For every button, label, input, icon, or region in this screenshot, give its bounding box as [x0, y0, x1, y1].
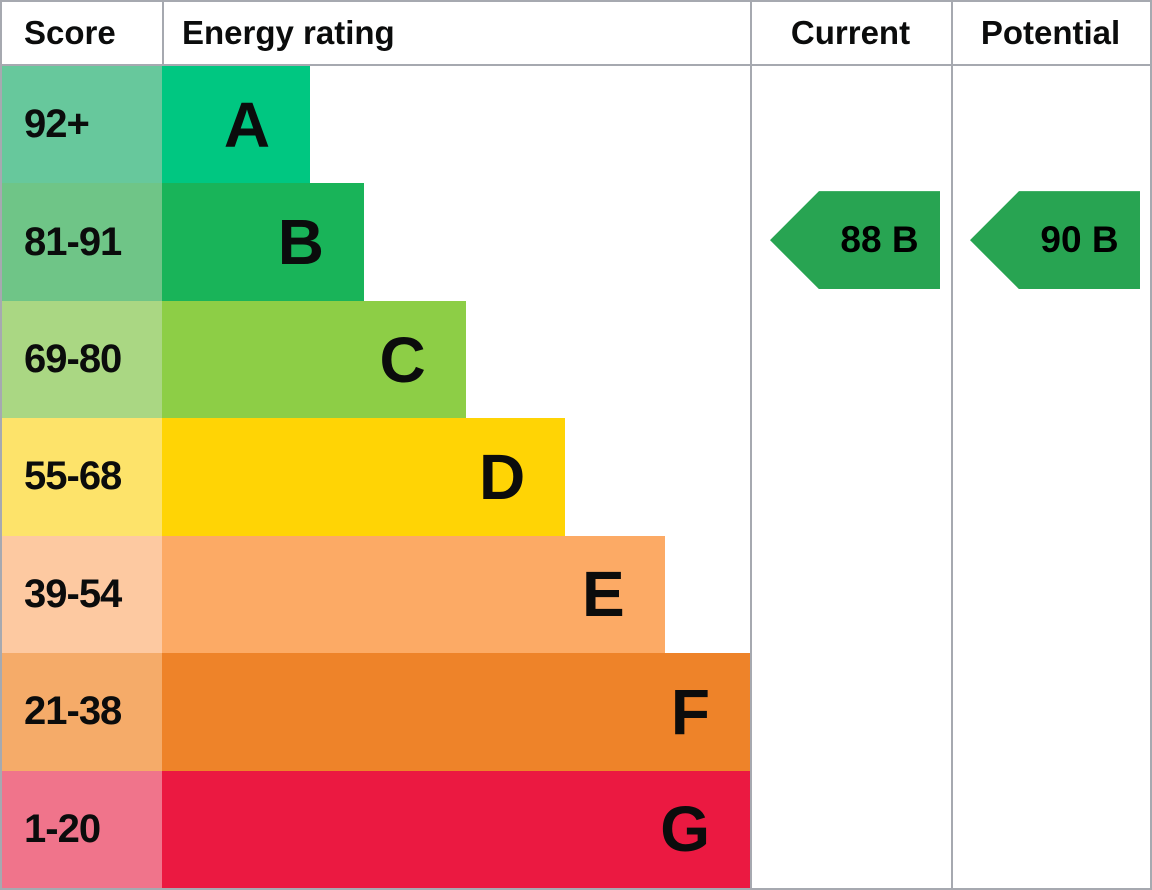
band-bar-c: C: [162, 300, 466, 419]
current-rating-label: 88 B: [840, 219, 919, 261]
header-divider: [2, 64, 1150, 66]
chart-header: Score Energy rating Current Potential: [2, 2, 1150, 64]
score-range-b: 81-91: [2, 183, 162, 301]
score-range-e: 39-54: [2, 535, 162, 654]
energy-rating-column-header: Energy rating: [182, 14, 395, 51]
band-row-f: 21-38 F: [2, 653, 750, 771]
current-rating-arrow: 88 B: [770, 191, 940, 290]
band-row-e: 39-54 E: [2, 535, 750, 654]
score-range-c: 69-80: [2, 300, 162, 419]
current-column-header: Current: [790, 14, 911, 51]
band-bar-d: D: [162, 418, 566, 536]
score-range-g: 1-20: [2, 770, 162, 888]
score-range-a: 92+: [2, 66, 162, 184]
band-bar-g: G: [162, 770, 750, 888]
score-range-d: 55-68: [2, 418, 162, 536]
score-column-divider: [162, 2, 164, 64]
band-bar-e: E: [162, 535, 665, 654]
score-column-header: Score: [24, 14, 116, 51]
band-bar-f: F: [162, 653, 750, 771]
band-row-c: 69-80 C: [2, 300, 750, 419]
band-row-b: 81-91 B: [2, 183, 750, 301]
band-row-a: 92+ A: [2, 66, 750, 184]
band-row-g: 1-20 G: [2, 770, 750, 888]
potential-rating-arrow: 90 B: [970, 191, 1140, 290]
potential-column-header: Potential: [980, 14, 1121, 51]
band-bar-b: B: [162, 183, 364, 301]
band-row-d: 55-68 D: [2, 418, 750, 536]
potential-column-divider: [951, 2, 953, 888]
potential-rating-label: 90 B: [1040, 219, 1119, 261]
score-range-f: 21-38: [2, 653, 162, 771]
band-bar-a: A: [162, 66, 311, 184]
band-rows: 92+ A 81-91 B 69-80 C 55-68 D 39-54 E 21-38 F 1-20 G: [2, 66, 750, 888]
current-column-divider: [750, 2, 752, 888]
